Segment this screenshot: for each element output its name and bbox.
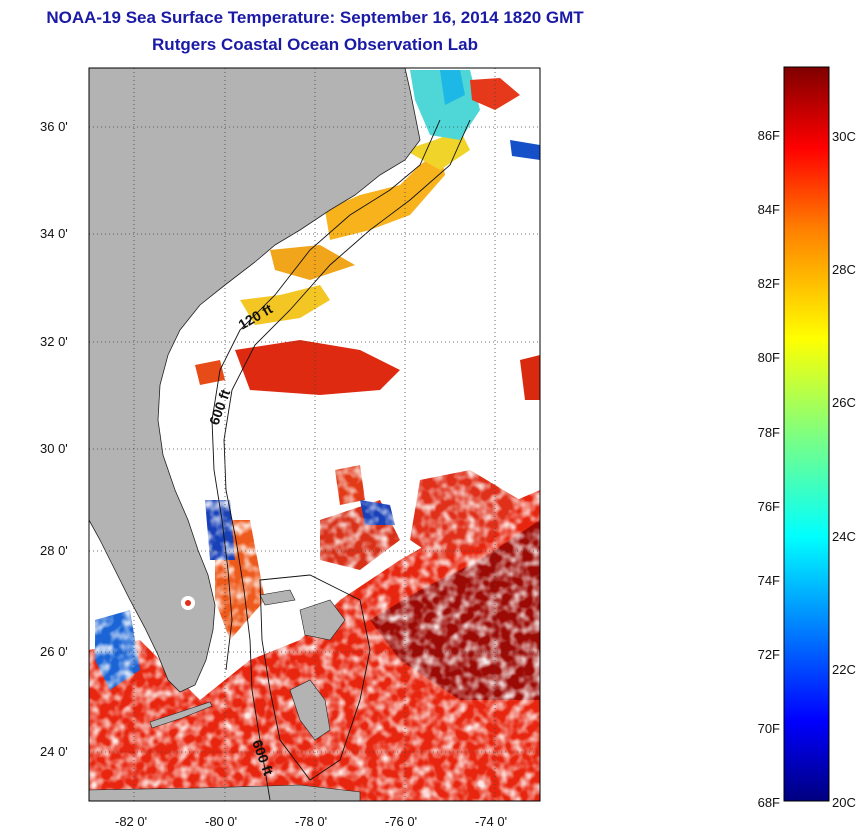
celsius-label: 30C (832, 129, 856, 144)
land-mainland (89, 68, 421, 693)
colorbar-fahrenheit-labels: 86F 84F 82F 80F 78F 76F 74F 72F 70F 68F (758, 128, 780, 810)
lat-label: 24 0' (40, 744, 68, 759)
lat-label: 30 0' (40, 441, 68, 456)
contour-120ft (211, 119, 441, 671)
lake-okeechobee-center (185, 600, 191, 606)
sst-patch-ga-shelf (270, 245, 355, 280)
map-subtitle: Rutgers Coastal Ocean Observation Lab (152, 35, 478, 54)
lat-label: 34 0' (40, 226, 68, 241)
colorbar (783, 66, 830, 802)
lat-label: 32 0' (40, 334, 68, 349)
fahrenheit-label: 74F (758, 573, 780, 588)
sst-patch-small-1 (195, 360, 225, 385)
celsius-label: 28C (832, 262, 856, 277)
land-bahamas-1 (299, 599, 346, 641)
contour-600ft (223, 119, 471, 801)
celsius-label: 26C (832, 395, 856, 410)
land-layer (89, 68, 421, 801)
celsius-label: 24C (832, 529, 856, 544)
sst-patch-small-2 (520, 355, 540, 400)
celsius-label: 20C (832, 795, 856, 810)
sst-patch-small-5 (470, 78, 520, 110)
land-cuba (89, 784, 361, 801)
longitude-labels: -82 0' -80 0' -78 0' -76 0' -74 0' (115, 814, 507, 829)
fahrenheit-label: 68F (758, 795, 780, 810)
sst-patch-outer-banks (405, 130, 470, 170)
map-title: NOAA-19 Sea Surface Temperature: Septemb… (46, 8, 584, 27)
lon-label: -76 0' (385, 814, 417, 829)
lat-label: 26 0' (40, 644, 68, 659)
fahrenheit-label: 82F (758, 276, 780, 291)
lon-label: -74 0' (475, 814, 507, 829)
contour-bahamas (259, 574, 371, 781)
fahrenheit-label: 86F (758, 128, 780, 143)
sst-patch-nc-shelf (325, 150, 445, 240)
land-keys (149, 701, 213, 729)
land-bahamas-2 (289, 679, 331, 741)
celsius-label: 22C (832, 662, 856, 677)
sst-patch-small-3 (510, 140, 540, 160)
fahrenheit-label: 84F (758, 202, 780, 217)
sst-patch-sc-shelf (240, 285, 330, 325)
map-border (88, 67, 541, 802)
bathymetry-contours (211, 119, 471, 801)
colorbar-celsius-labels: 30C 28C 26C 24C 22C 20C (832, 129, 856, 810)
fahrenheit-label: 80F (758, 350, 780, 365)
lon-label: -80 0' (205, 814, 237, 829)
fahrenheit-label: 70F (758, 721, 780, 736)
lon-label: -78 0' (295, 814, 327, 829)
lat-label: 36 0' (40, 119, 68, 134)
latitude-labels: 36 0' 34 0' 32 0' 30 0' 28 0' 26 0' 24 0… (40, 119, 68, 759)
land-bahamas-3 (259, 589, 296, 606)
lat-label: 28 0' (40, 543, 68, 558)
sst-patch-carolina-red (235, 340, 400, 395)
fahrenheit-label: 78F (758, 425, 780, 440)
fahrenheit-label: 72F (758, 647, 780, 662)
sst-patch-cyan-north (440, 70, 465, 105)
lon-label: -82 0' (115, 814, 147, 829)
fahrenheit-label: 76F (758, 499, 780, 514)
